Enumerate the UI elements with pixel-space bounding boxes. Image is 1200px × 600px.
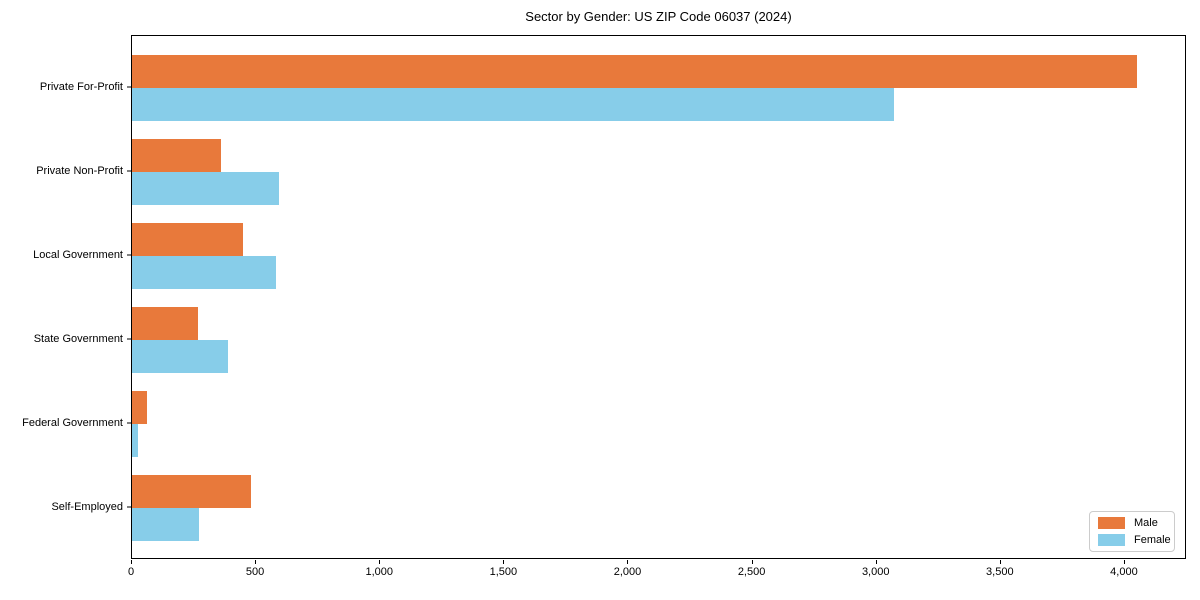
x-tick-label: 3,500: [986, 566, 1014, 578]
y-tick-mark: [127, 422, 131, 424]
x-tick-mark: [1123, 560, 1125, 564]
y-tick-mark: [127, 338, 131, 340]
y-tick-mark: [127, 86, 131, 88]
bar-female-private-non-profit: [132, 172, 279, 205]
x-tick-mark: [131, 560, 132, 564]
x-tick-label: 4,000: [1110, 566, 1138, 578]
x-tick-mark: [751, 560, 753, 564]
x-tick-label: 2,000: [613, 566, 642, 578]
x-tick-mark: [875, 560, 877, 564]
bar-male-federal-government: [132, 391, 147, 424]
chart-legend: Male Female: [1089, 510, 1175, 552]
x-tick-mark: [255, 560, 257, 564]
x-tick-label: 500: [245, 566, 265, 578]
y-tick-mark: [127, 506, 131, 508]
legend-item-male: Male: [1098, 517, 1166, 529]
bar-female-state-government: [132, 340, 228, 373]
x-tick-label: 0: [127, 566, 135, 578]
bar-female-private-for-profit: [132, 88, 895, 121]
chart-title: Sector by Gender: US ZIP Code 06037 (202…: [525, 9, 792, 24]
legend-swatch-female: [1098, 533, 1125, 546]
bar-female-federal-government: [132, 424, 139, 457]
legend-label: Male: [1134, 516, 1158, 529]
x-tick-mark: [379, 560, 381, 564]
bar-male-local-government: [132, 223, 243, 256]
bar-male-state-government: [132, 307, 198, 340]
y-tick-label: Local Government: [33, 249, 123, 261]
bar-male-self-employed: [132, 475, 252, 508]
y-tick-label: State Government: [33, 333, 123, 345]
y-tick-label: Self-Employed: [51, 501, 123, 513]
y-tick-label: Private Non-Profit: [36, 165, 123, 177]
legend-swatch-male: [1098, 516, 1125, 529]
bar-male-private-non-profit: [132, 139, 222, 172]
x-tick-mark: [627, 560, 629, 564]
bar-female-self-employed: [132, 508, 199, 541]
x-tick-label: 1,500: [489, 566, 518, 578]
x-tick-label: 2,500: [737, 566, 766, 578]
x-tick-mark: [503, 560, 505, 564]
y-tick-mark: [127, 254, 131, 256]
legend-item-female: Female: [1098, 533, 1171, 546]
x-tick-label: 1,000: [365, 566, 393, 578]
y-tick-mark: [127, 170, 131, 172]
legend-label: Female: [1134, 533, 1171, 546]
plot-area: Male Female: [131, 35, 1186, 559]
x-tick-label: 3,000: [861, 566, 890, 578]
x-tick-mark: [999, 560, 1001, 564]
bar-male-private-for-profit: [132, 55, 1138, 88]
y-tick-label: Federal Government: [22, 417, 123, 429]
bar-female-local-government: [132, 256, 276, 289]
y-tick-label: Private For-Profit: [39, 81, 123, 93]
